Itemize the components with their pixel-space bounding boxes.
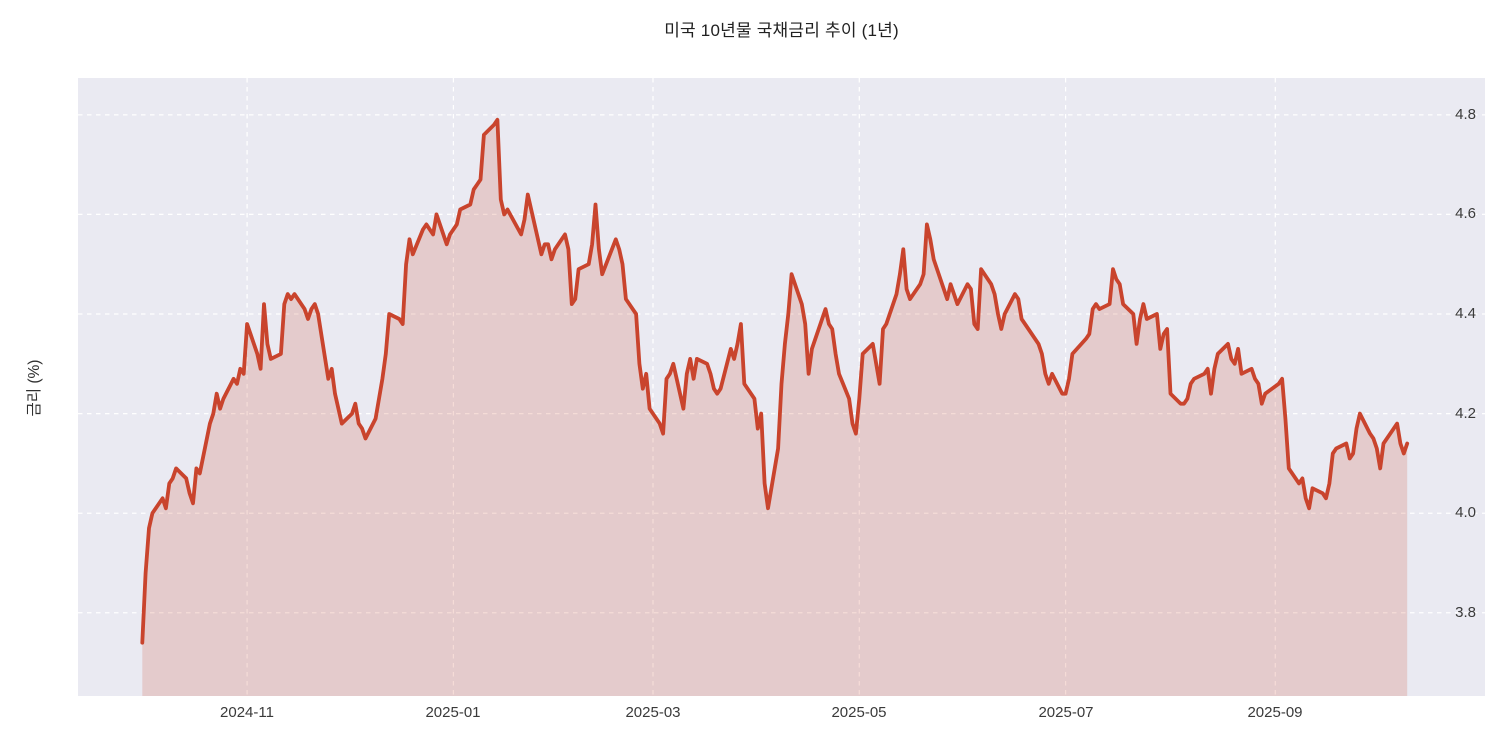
y-tick-label: 4.0 [1455, 504, 1476, 521]
x-tick-label: 2025-07 [1038, 704, 1094, 721]
y-axis-label: 금리 (%) [26, 359, 43, 417]
y-tick-label: 4.8 [1455, 106, 1476, 123]
y-tick-label: 3.8 [1455, 604, 1476, 621]
x-tick-label: 2025-03 [625, 704, 681, 721]
plot-area [78, 78, 1485, 696]
x-tick-label: 2025-05 [831, 704, 887, 721]
yield-area-fill [142, 119, 1408, 696]
y-tick-label: 4.2 [1455, 405, 1476, 422]
y-tick-label: 4.6 [1455, 205, 1476, 222]
yield-line [140, 117, 1410, 645]
x-tick-label: 2024-11 [220, 704, 274, 721]
x-tick-label: 2025-01 [425, 704, 481, 721]
chart-title: 미국 10년물 국채금리 추이 (1년) [664, 21, 899, 40]
x-tick-label: 2025-09 [1247, 704, 1303, 721]
y-tick-label: 4.4 [1455, 305, 1476, 322]
chart-svg [78, 78, 1485, 696]
